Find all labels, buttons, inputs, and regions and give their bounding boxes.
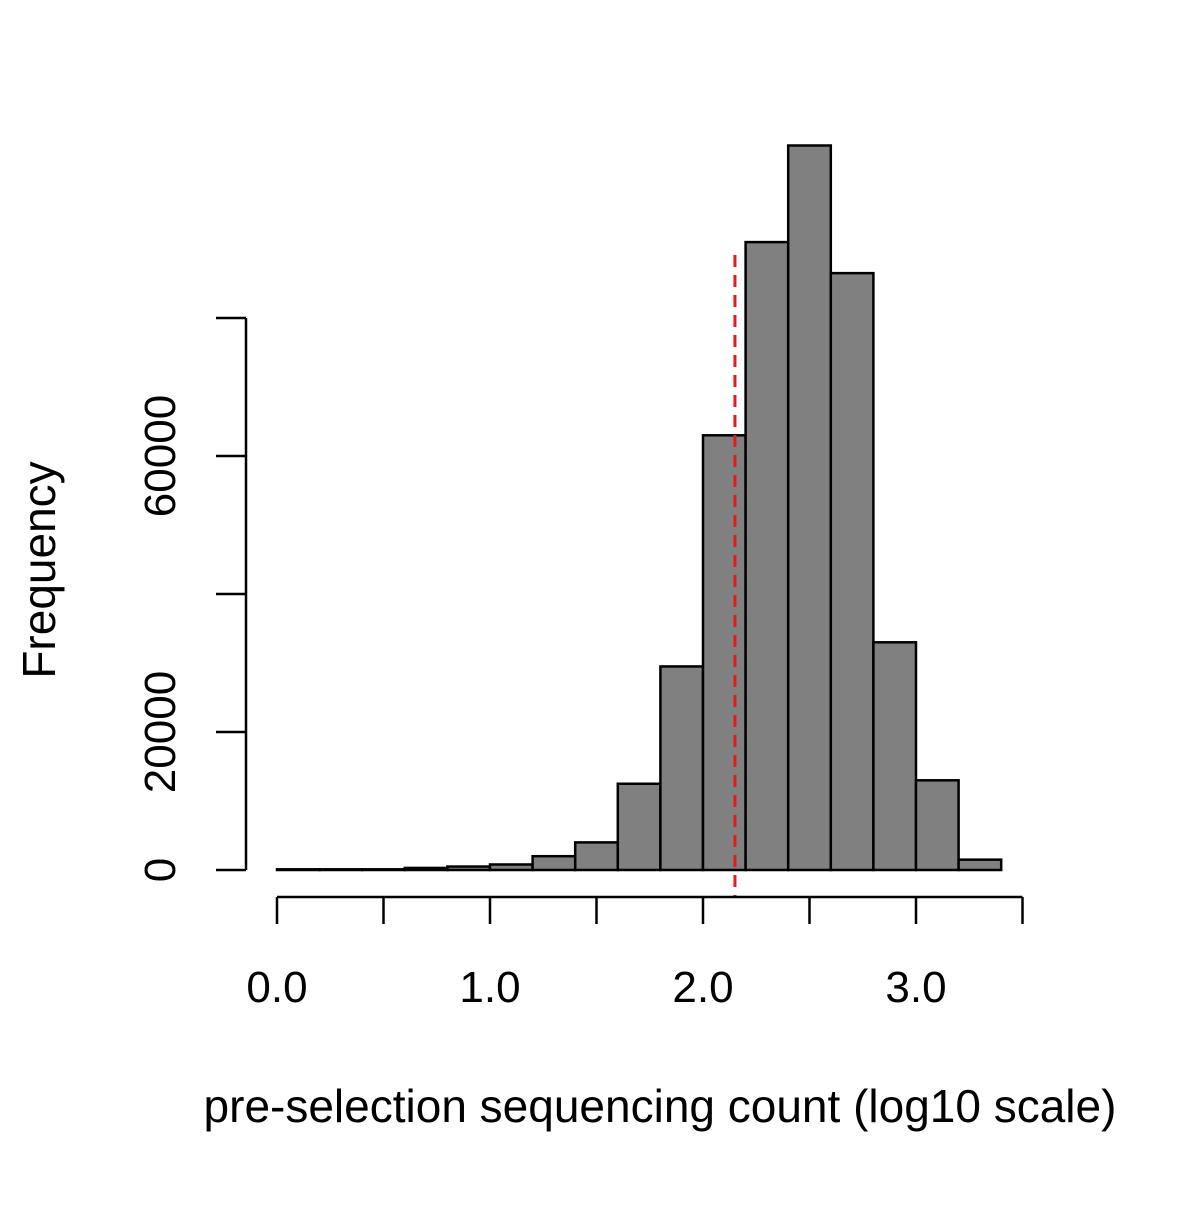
histogram-bar (957, 858, 1003, 872)
histogram-bar (275, 868, 321, 872)
histogram-bar (446, 865, 492, 872)
histogram-bar (360, 868, 407, 872)
histogram-bar (616, 782, 662, 872)
y-tick-label: 20000 (136, 671, 185, 793)
y-tick-label: 0 (136, 858, 185, 882)
x-tick-label: 3.0 (885, 963, 946, 1012)
histogram-bar (488, 863, 534, 872)
histogram-bar (872, 641, 918, 872)
x-axis-label: pre-selection sequencing count (log10 sc… (204, 1080, 1117, 1132)
histogram-bar (573, 841, 620, 872)
x-axis: 0.0 1.0 2.0 3.0 (246, 895, 1024, 1012)
histogram-bar (659, 665, 705, 872)
histogram-bar (914, 779, 960, 872)
histogram-bar (403, 866, 449, 872)
histogram-bar (829, 271, 875, 872)
x-tick-label: 1.0 (459, 963, 520, 1012)
histogram-bar (531, 854, 577, 872)
y-axis-label: Frequency (13, 461, 65, 678)
y-tick-label: 60000 (136, 395, 185, 517)
histogram-bar (701, 434, 747, 872)
histogram-bar (786, 144, 833, 872)
x-tick-label: 0.0 (246, 963, 307, 1012)
histogram-bar (744, 240, 790, 872)
histogram-bar (318, 868, 364, 872)
bars-layer (275, 144, 1003, 872)
x-tick-label: 2.0 (672, 963, 733, 1012)
y-axis: 0 20000 60000 (136, 316, 248, 882)
